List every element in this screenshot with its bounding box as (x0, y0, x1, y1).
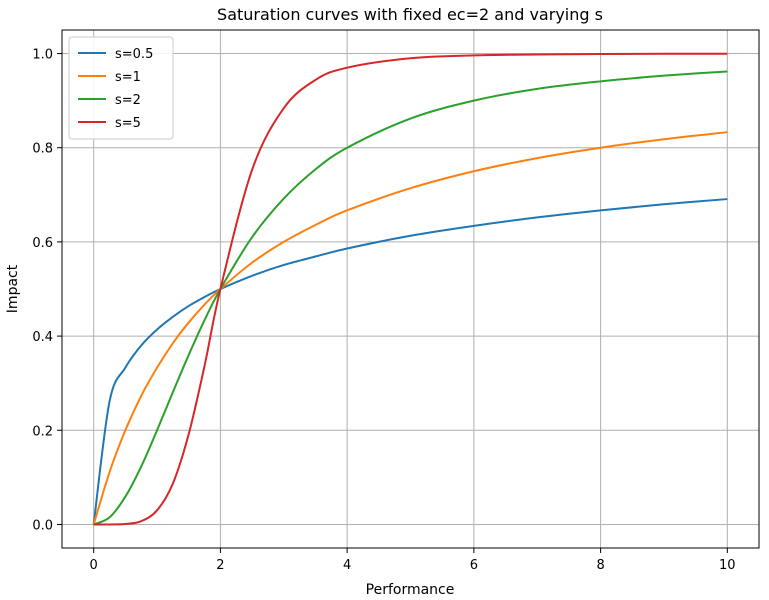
y-tick-label: 0.0 (32, 518, 53, 533)
x-tick-label: 4 (343, 558, 351, 573)
legend-box (68, 36, 174, 140)
legend: s=0.5 s=1 s=2 s=5 (68, 36, 174, 140)
legend-label: s=0.5 (115, 47, 153, 62)
x-tick-label: 10 (719, 558, 736, 573)
x-tick-label: 6 (470, 558, 478, 573)
y-tick-label: 0.2 (32, 424, 53, 439)
legend-label: s=5 (115, 116, 141, 131)
x-tick-label: 2 (216, 558, 224, 573)
series-layer (92, 52, 728, 526)
legend-label: s=1 (115, 70, 141, 85)
x-tick-label: 0 (90, 558, 98, 573)
series-line-s=2 (93, 70, 728, 526)
y-tick-label: 0.8 (32, 142, 53, 157)
chart-title: Saturation curves with fixed ec=2 and va… (217, 5, 603, 24)
y-axis-label: Impact (5, 264, 21, 313)
x-axis-label: Performance (366, 582, 455, 598)
y-tick-label: 1.0 (32, 48, 53, 63)
x-tick-label: 8 (596, 558, 604, 573)
tick-layer: 0 2 4 6 8 10 0.0 0.2 0.4 0.6 0.8 1.0 (32, 48, 735, 573)
series-line-s=1 (92, 131, 728, 525)
axes-frame (61, 29, 760, 549)
y-tick-label: 0.4 (32, 330, 53, 345)
legend-label: s=2 (115, 93, 141, 108)
grid-layer (62, 30, 759, 548)
series-line-s=5 (93, 52, 728, 526)
series-line-s=0.5 (92, 198, 728, 525)
y-tick-label: 0.6 (32, 236, 53, 251)
